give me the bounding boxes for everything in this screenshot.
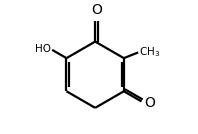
- Text: O: O: [145, 96, 156, 110]
- Text: HO: HO: [35, 44, 51, 54]
- Text: O: O: [91, 3, 102, 17]
- Text: CH$_3$: CH$_3$: [139, 45, 161, 59]
